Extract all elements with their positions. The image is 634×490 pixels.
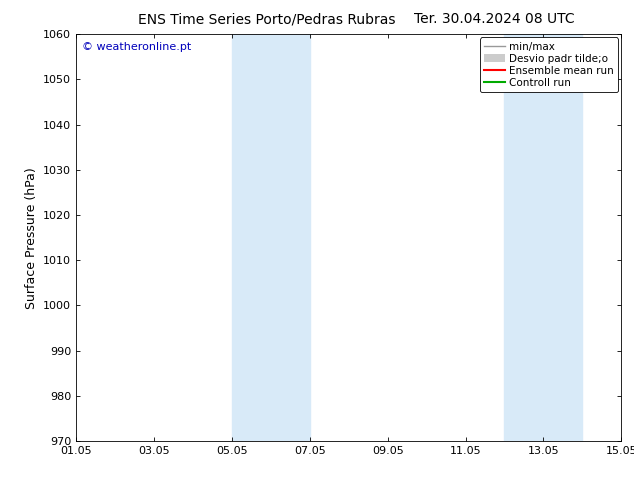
Bar	[505, 34, 583, 441]
Text: Ter. 30.04.2024 08 UTC: Ter. 30.04.2024 08 UTC	[414, 12, 575, 26]
Text: © weatheronline.pt: © weatheronline.pt	[82, 43, 191, 52]
Text: ENS Time Series Porto/Pedras Rubras: ENS Time Series Porto/Pedras Rubras	[138, 12, 395, 26]
Legend: min/max, Desvio padr tilde;o, Ensemble mean run, Controll run: min/max, Desvio padr tilde;o, Ensemble m…	[480, 37, 618, 92]
Bar	[232, 34, 310, 441]
Y-axis label: Surface Pressure (hPa): Surface Pressure (hPa)	[25, 167, 37, 309]
